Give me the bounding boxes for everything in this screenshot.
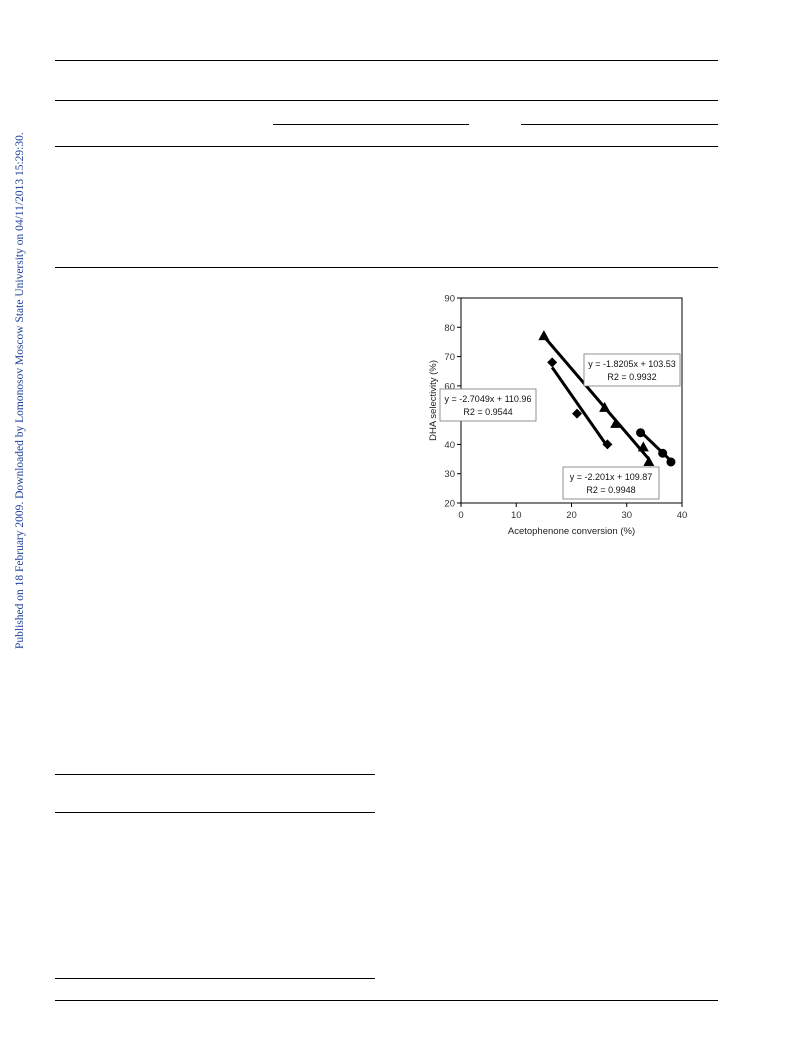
equation-box-triangle (562, 466, 660, 500)
equation-label-triangle: y = -2.201x + 109.87 (570, 472, 653, 482)
data-point-diamond (547, 357, 558, 368)
y-tick-label: 60 (444, 381, 455, 392)
left-table-header-rule (55, 812, 375, 813)
y-tick-label: 80 (444, 323, 455, 334)
x-tick-label: 30 (621, 510, 632, 521)
data-point-circle (658, 448, 668, 458)
data-point-triangle (637, 441, 649, 452)
x-tick-label: 0 (458, 510, 463, 521)
data-point-circle (636, 428, 646, 438)
y-tick-label: 90 (444, 294, 455, 305)
left-table-top-rule (55, 774, 375, 775)
page-footer-rule (55, 1000, 718, 1001)
x-tick-label: 10 (511, 510, 522, 521)
y-tick-label: 30 (444, 469, 455, 480)
selectivity-conversion-chart: 0102030402030405060708090 Acetophenone c… (428, 294, 688, 538)
trendline-diamond (550, 366, 609, 448)
data-point-triangle (599, 401, 611, 412)
data-point-diamond (602, 439, 613, 450)
r2-label-circle: R2 = 0.9932 (607, 372, 656, 382)
trendline-triangle (542, 335, 650, 461)
equation-label-circle: y = -1.8205x + 103.53 (588, 359, 676, 369)
download-notice-text: Published on 18 February 2009. Downloade… (14, 132, 26, 649)
table-group-rule-left (273, 124, 469, 125)
data-point-diamond (572, 408, 583, 419)
table-bottom-rule (55, 267, 718, 268)
x-axis-label: Acetophenone conversion (%) (508, 526, 635, 537)
y-tick-label: 20 (444, 499, 455, 510)
equation-box-diamond (439, 388, 537, 422)
x-tick-label: 40 (677, 510, 688, 521)
data-point-triangle (610, 417, 622, 428)
table-header-rule (55, 100, 718, 101)
data-point-triangle (643, 456, 655, 466)
left-table-bottom-rule (55, 978, 375, 979)
r2-label-triangle: R2 = 0.9948 (586, 485, 635, 495)
data-point-triangle (538, 330, 550, 341)
table-top-rule (55, 60, 718, 61)
y-tick-label: 40 (444, 440, 455, 451)
table-group-rule-right (521, 124, 718, 125)
equation-box-circle (583, 353, 681, 387)
data-point-circle (666, 457, 676, 467)
y-axis-label: DHA selectivity (%) (428, 360, 439, 441)
equation-label-diamond: y = -2.7049x + 110.96 (445, 394, 532, 404)
y-tick-label: 70 (444, 352, 455, 363)
r2-label-diamond: R2 = 0.9544 (463, 407, 512, 417)
x-tick-label: 20 (566, 510, 577, 521)
table-subheader-rule (55, 146, 718, 147)
